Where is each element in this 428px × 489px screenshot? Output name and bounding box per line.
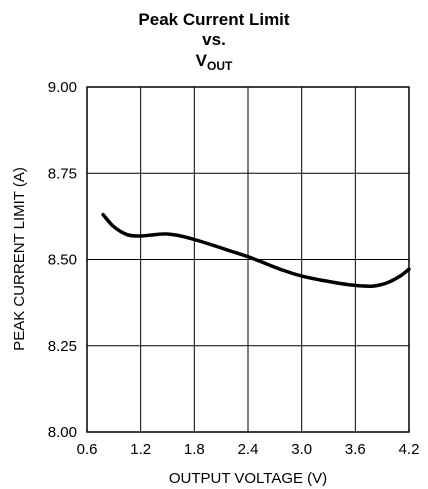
x-tick-labels: 0.6 1.2 1.8 2.4 3.0 3.6 4.2	[77, 441, 420, 458]
x-tick-label: 1.8	[184, 441, 205, 458]
x-axis-label: OUTPUT VOLTAGE (V)	[169, 470, 327, 487]
x-tick-label: 0.6	[77, 441, 98, 458]
x-tick-label: 4.2	[399, 441, 420, 458]
chart-title-line-1: Peak Current Limit	[138, 10, 290, 29]
plot-frame	[86, 86, 410, 433]
y-tick-label: 9.00	[48, 79, 77, 96]
grid-lines	[87, 87, 409, 432]
x-tick-label: 3.6	[345, 441, 366, 458]
y-tick-labels: 8.00 8.25 8.50 8.75 9.00	[48, 79, 77, 441]
y-tick-label: 8.50	[48, 252, 77, 269]
chart-title-subscript: OUT	[207, 59, 233, 73]
y-tick-label: 8.00	[48, 424, 77, 441]
chart-title-v: V	[195, 51, 207, 70]
x-tick-label: 3.0	[291, 441, 312, 458]
series-line	[101, 212, 411, 288]
x-tick-label: 1.2	[130, 441, 151, 458]
y-tick-label: 8.25	[48, 338, 77, 355]
chart-title-line-2: vs.	[202, 30, 226, 49]
x-tick-label: 2.4	[238, 441, 259, 458]
y-axis-label: PEAK CURRENT LIMIT (A)	[11, 167, 28, 351]
chart-title-line-3: VOUT	[0, 51, 428, 73]
y-tick-label: 8.75	[48, 165, 77, 182]
